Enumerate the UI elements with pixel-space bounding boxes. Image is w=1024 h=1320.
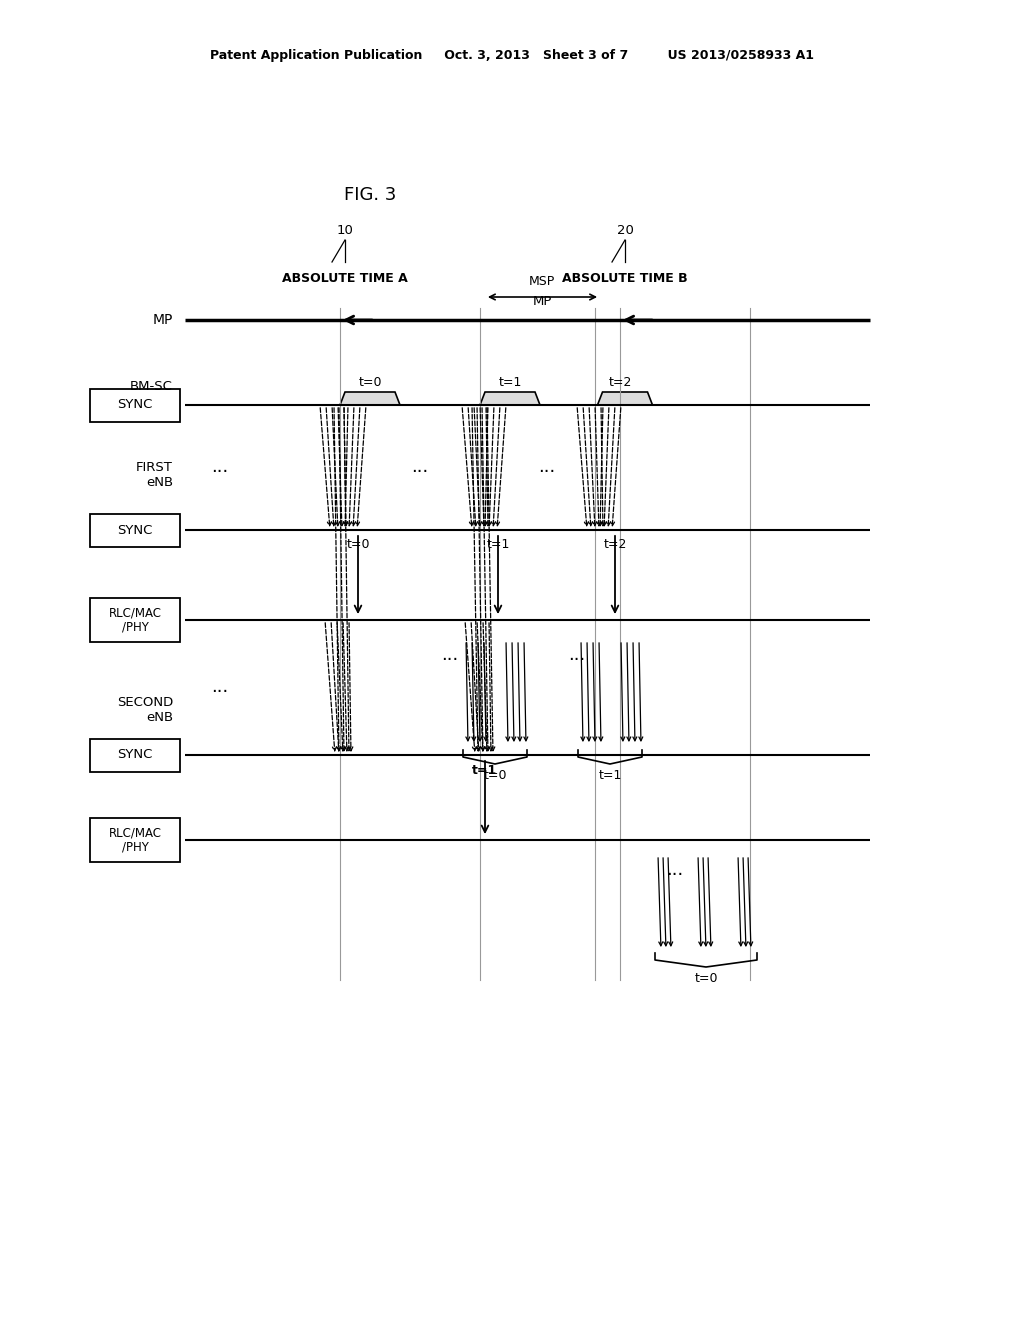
- Text: ...: ...: [412, 458, 429, 477]
- Text: ABSOLUTE TIME A: ABSOLUTE TIME A: [283, 272, 408, 285]
- Text: RLC/MAC
/PHY: RLC/MAC /PHY: [109, 606, 162, 634]
- Text: SECOND
eNB: SECOND eNB: [117, 696, 173, 723]
- Polygon shape: [597, 392, 652, 405]
- Text: t=1: t=1: [472, 764, 498, 777]
- Text: ...: ...: [211, 458, 228, 477]
- Text: RLC/MAC
/PHY: RLC/MAC /PHY: [109, 826, 162, 854]
- Bar: [90, 513, 180, 546]
- Text: ...: ...: [568, 645, 586, 664]
- Text: t=0: t=0: [694, 972, 718, 985]
- Text: ...: ...: [539, 458, 556, 477]
- Text: t=0: t=0: [346, 537, 370, 550]
- Text: BM-SC: BM-SC: [130, 380, 173, 393]
- Polygon shape: [340, 392, 400, 405]
- Text: Patent Application Publication     Oct. 3, 2013   Sheet 3 of 7         US 2013/0: Patent Application Publication Oct. 3, 2…: [210, 49, 814, 62]
- Text: MP: MP: [532, 294, 552, 308]
- Text: 20: 20: [616, 224, 634, 238]
- Text: t=1: t=1: [499, 376, 521, 389]
- Text: FIRST
eNB: FIRST eNB: [136, 461, 173, 488]
- Text: t=1: t=1: [598, 770, 622, 781]
- Text: ABSOLUTE TIME B: ABSOLUTE TIME B: [562, 272, 688, 285]
- Text: ...: ...: [211, 678, 228, 696]
- Text: t=0: t=0: [358, 376, 382, 389]
- Text: t=2: t=2: [603, 537, 627, 550]
- Text: SYNC: SYNC: [118, 524, 153, 536]
- Bar: [90, 738, 180, 771]
- Bar: [90, 388, 180, 421]
- Text: SYNC: SYNC: [118, 399, 153, 412]
- Text: 10: 10: [337, 224, 353, 238]
- Text: MSP: MSP: [528, 275, 555, 288]
- Text: ...: ...: [667, 861, 684, 879]
- Bar: [90, 818, 180, 862]
- Text: t=1: t=1: [486, 537, 510, 550]
- Polygon shape: [480, 392, 540, 405]
- Text: ...: ...: [441, 645, 459, 664]
- Text: FIG. 3: FIG. 3: [344, 186, 396, 205]
- Text: t=0: t=0: [483, 770, 507, 781]
- Text: MP: MP: [153, 313, 173, 327]
- Text: SYNC: SYNC: [118, 748, 153, 762]
- Text: t=2: t=2: [608, 376, 632, 389]
- Bar: [90, 598, 180, 642]
